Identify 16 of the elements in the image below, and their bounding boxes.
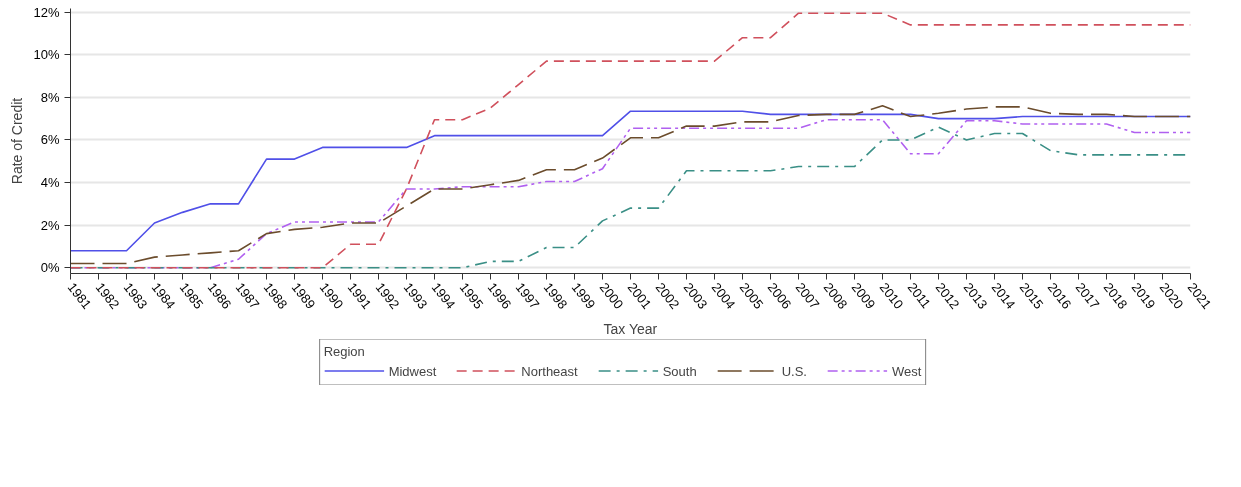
- legend-title: Region: [323, 343, 366, 359]
- x-axis-title: Tax Year: [603, 320, 658, 337]
- y-axis-title: Rate of Credit: [9, 97, 26, 185]
- legend-label: South: [662, 363, 697, 378]
- y-tick-label: 12%: [33, 4, 60, 20]
- y-tick-label: 6%: [40, 132, 60, 148]
- line-series: [70, 12, 1191, 269]
- legend-label: West: [891, 363, 922, 378]
- legend-label: Midwest: [388, 363, 437, 378]
- legend-label: Northeast: [521, 363, 578, 378]
- y-tick-label: 10%: [33, 47, 60, 63]
- legend-label: U.S.: [781, 363, 807, 378]
- y-tick-label: 4%: [40, 175, 60, 191]
- y-tick-label: 8%: [40, 89, 60, 105]
- y-tick-label: 2%: [40, 217, 60, 233]
- y-tick-label: 0%: [40, 260, 60, 276]
